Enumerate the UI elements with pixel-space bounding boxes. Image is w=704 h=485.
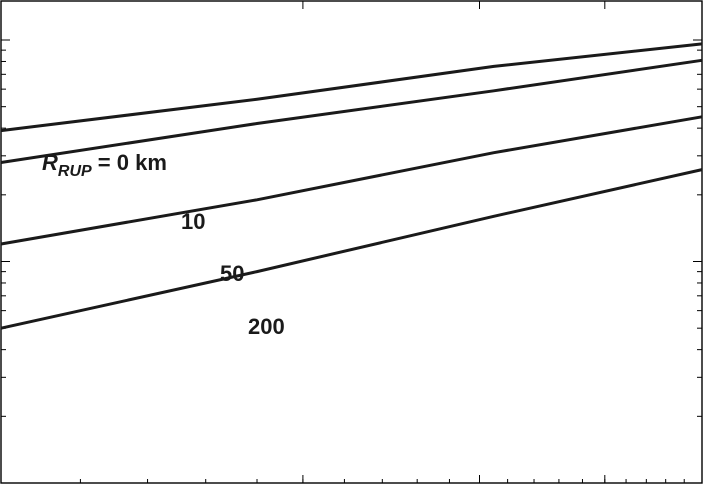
series-label-50km: 50 [220, 261, 244, 286]
series-line-2 [0, 115, 703, 246]
series-line-1 [0, 58, 703, 164]
curves [0, 42, 703, 330]
series-label-sub: RUP [58, 163, 92, 180]
series-line-3 [0, 168, 703, 330]
series-label-10km: 10 [181, 209, 205, 234]
series-label-0km: RRUP = 0 km [42, 150, 167, 180]
series-line-0 [0, 42, 703, 133]
series-label-r: R [42, 150, 58, 175]
series-label-tail: = 0 km [92, 150, 167, 175]
series-label-200km: 200 [248, 314, 285, 339]
